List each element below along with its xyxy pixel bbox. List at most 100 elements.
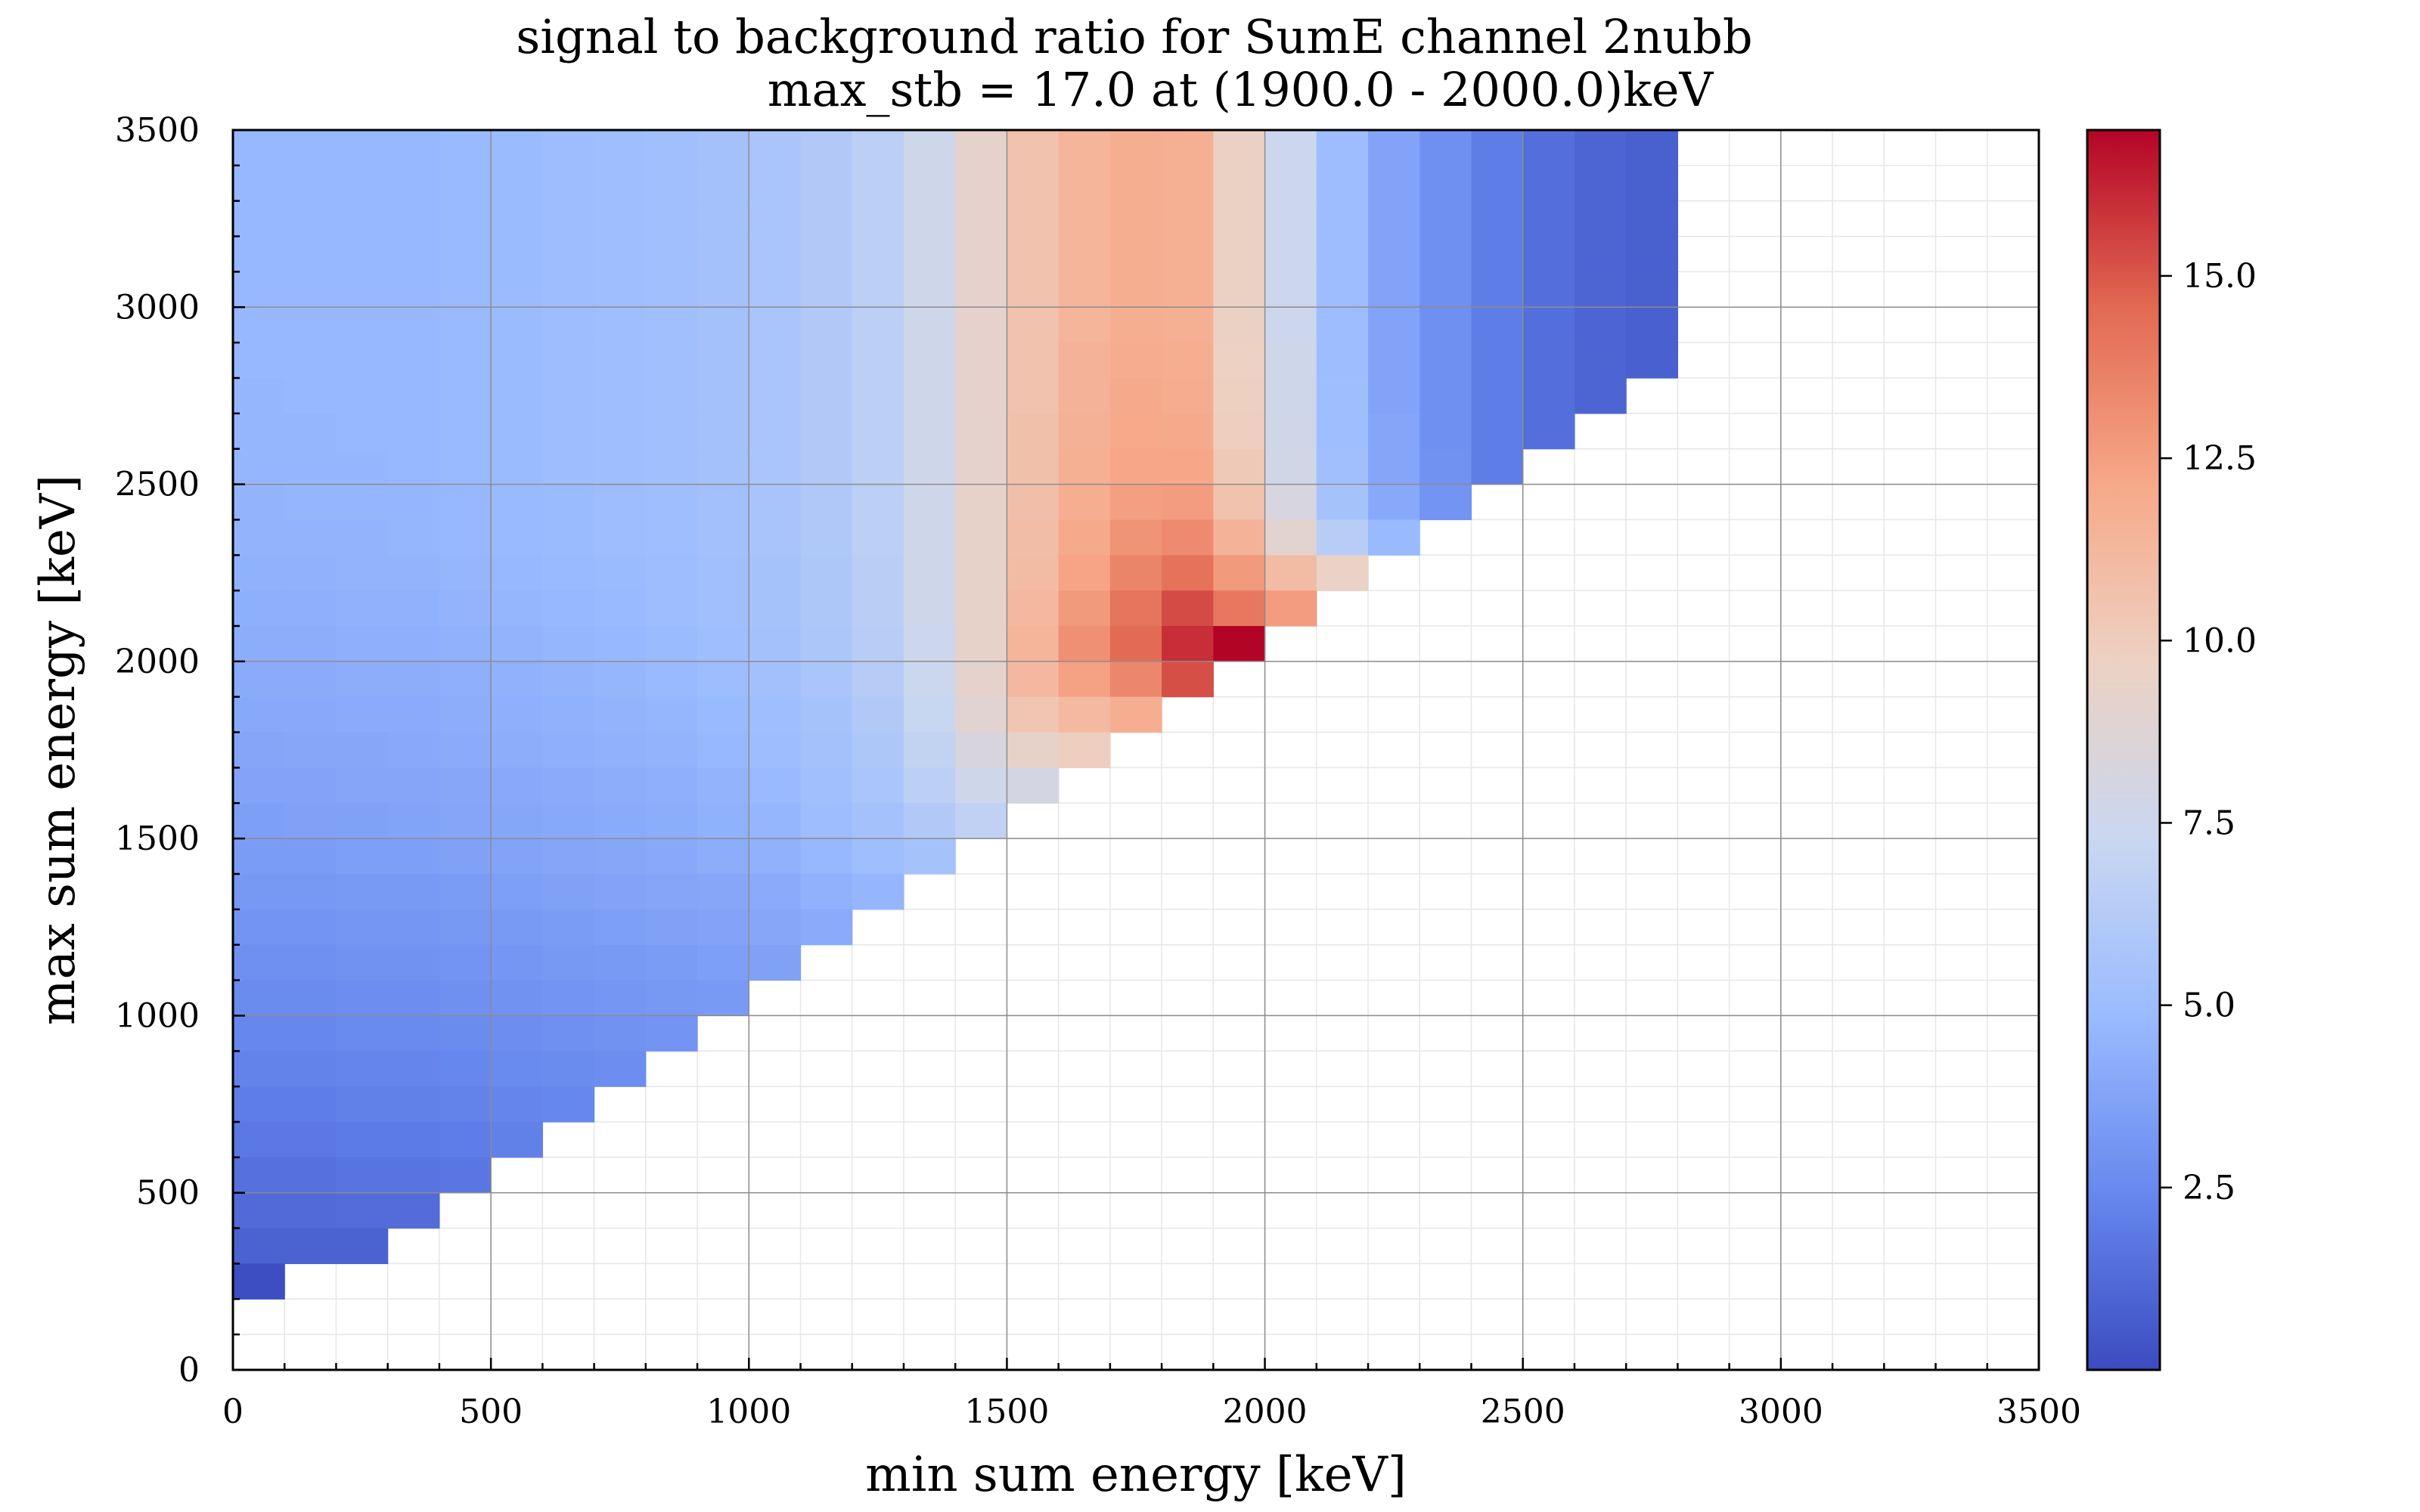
heatmap-cell [233,944,285,981]
heatmap-cell [697,484,749,521]
plot-area: 0 500 1000 1500 2000 2500 3000 3500 0 500 1000 150… [115,111,2081,1431]
heatmap-cell [1007,271,1060,308]
heatmap-cell [387,413,440,450]
heatmap-cell [542,1051,595,1087]
heatmap-cell [491,874,543,910]
heatmap-cell [903,590,956,627]
heatmap-cell [387,1157,440,1194]
heatmap-cell [1316,448,1369,485]
heatmap-cell [955,661,1008,698]
heatmap-cell [284,378,337,414]
heatmap-cell [336,555,389,591]
heatmap-cell [955,200,1008,237]
heatmap-cell [491,661,543,698]
heatmap-cell [645,661,698,698]
heatmap-cell [1058,519,1111,556]
y-axis: 0 500 1000 1500 2000 2500 3000 3500 [115,111,245,1390]
heatmap-cell [852,696,904,733]
heatmap-cell [852,342,904,379]
heatmap-cell [1368,448,1420,485]
heatmap-cell [800,378,853,414]
heatmap-cell [955,130,1008,166]
heatmap-cell [1471,236,1524,273]
heatmap-cell [491,307,543,343]
heatmap-cell [542,555,595,591]
heatmap-cell [1419,271,1472,308]
heatmap-cell [955,555,1008,591]
heatmap-cell [491,944,543,981]
heatmap-cell [387,980,440,1017]
heatmap-cell [852,767,904,804]
heatmap-cell [439,484,492,521]
heatmap-cell [645,732,698,769]
heatmap-cell [697,519,749,556]
heatmap-cell [491,696,543,733]
heatmap-cell [1264,342,1317,379]
heatmap-cell [645,271,698,308]
heatmap-cell [955,342,1008,379]
heatmap-cell [1109,555,1162,591]
heatmap-cell [1213,378,1266,414]
x-tick-label: 3000 [1739,1393,1823,1431]
heatmap-cell [1522,236,1575,273]
heatmap-cell [1213,307,1266,343]
heatmap-cell [800,661,853,698]
heatmap-cell [1162,236,1214,273]
heatmap-cell [697,732,749,769]
heatmap-cell [749,767,802,804]
heatmap-cell [1471,413,1524,450]
heatmap-cell [1109,378,1162,414]
heatmap-cell [284,696,337,733]
heatmap-cell [645,378,698,414]
heatmap-cell [697,661,749,698]
colorbar-gradient [2087,130,2160,1370]
heatmap-cell [387,626,440,662]
heatmap-cell [491,555,543,591]
heatmap-cell [903,236,956,273]
heatmap-cell [542,165,595,202]
heatmap-cell [645,130,698,166]
heatmap-cell [1368,165,1420,202]
heatmap-cell [1162,661,1214,698]
heatmap-cell [1007,200,1060,237]
heatmap-cell [749,555,802,591]
heatmap-cell [594,1015,647,1052]
heatmap-cell [387,1122,440,1158]
heatmap-cell [852,626,904,662]
heatmap-cell [491,1122,543,1158]
heatmap-cell [233,1122,285,1158]
heatmap-cell [1419,378,1472,414]
heatmap-cell [387,590,440,627]
heatmap-cell [1058,696,1111,733]
heatmap-cell [542,803,595,839]
heatmap-cell [645,944,698,981]
heatmap-cell [1058,307,1111,343]
heatmap-cell [903,413,956,450]
heatmap-cell [697,767,749,804]
heatmap-cell [336,696,389,733]
heatmap-cell [594,307,647,343]
heatmap-cell [955,236,1008,273]
heatmap-cell [336,200,389,237]
heatmap-cell [1058,378,1111,414]
heatmap-cell [1213,413,1266,450]
heatmap-cell [594,271,647,308]
heatmap-cell [233,767,285,804]
heatmap-cell [697,378,749,414]
heatmap-cell [800,519,853,556]
heatmap-cell [852,448,904,485]
x-tick-label: 1000 [706,1393,791,1431]
heatmap-cell [1213,165,1266,202]
heatmap-cell [1058,271,1111,308]
heatmap-cell [233,1051,285,1087]
heatmap-cell [284,732,337,769]
heatmap-cell [594,519,647,556]
heatmap-cell [1213,130,1266,166]
heatmap-cell [1007,661,1060,698]
heatmap-cell [491,590,543,627]
heatmap-cell [439,236,492,273]
heatmap-cell [1007,590,1060,627]
heatmap-cell [387,874,440,910]
heatmap-cell [1264,413,1317,450]
heatmap-cell [542,1086,595,1123]
